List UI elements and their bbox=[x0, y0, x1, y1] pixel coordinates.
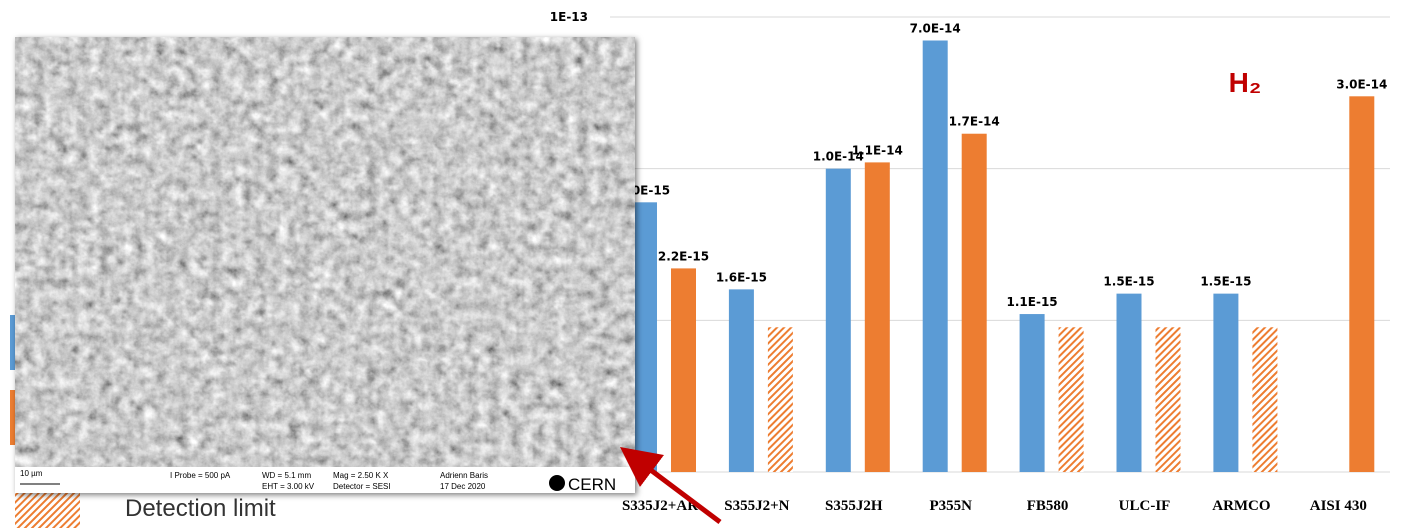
slide: 1E-161E-151E-141E-136.0E-151.6E-151.0E-1… bbox=[0, 0, 1401, 528]
logo: CERN bbox=[568, 475, 616, 494]
x-tick-label: S355J2H bbox=[825, 498, 883, 514]
value-label: 1.5E-15 bbox=[1103, 275, 1154, 289]
x-tick-label: S335J2+AR bbox=[622, 498, 698, 514]
bar bbox=[1059, 327, 1084, 472]
x-tick-label: P355N bbox=[929, 498, 972, 514]
bar bbox=[1117, 294, 1142, 472]
bar bbox=[1156, 327, 1181, 472]
x-tick-label: AISI 430 bbox=[1310, 498, 1367, 514]
y-tick-label: 1E-13 bbox=[550, 10, 588, 24]
info-bar bbox=[15, 467, 635, 493]
info: 17 Dec 2020 bbox=[440, 482, 486, 491]
value-label: 1.6E-15 bbox=[716, 270, 767, 284]
value-label: 1.1E-14 bbox=[852, 143, 903, 157]
bar bbox=[826, 169, 851, 472]
legend-label: Detection limit bbox=[125, 495, 276, 522]
value-label: 1.5E-15 bbox=[1200, 275, 1251, 289]
x-tick-label: ULC-IF bbox=[1119, 498, 1171, 514]
bar bbox=[923, 40, 948, 472]
info: EHT = 3.00 kV bbox=[262, 482, 315, 491]
info: 10 µm bbox=[20, 469, 43, 478]
bar bbox=[768, 327, 793, 472]
x-tick-label: ARMCO bbox=[1212, 498, 1270, 514]
bar bbox=[865, 162, 890, 472]
chart: 1E-161E-151E-141E-136.0E-151.6E-151.0E-1… bbox=[550, 10, 1390, 514]
info: WD = 5.1 mm bbox=[262, 471, 311, 480]
bar bbox=[632, 202, 657, 472]
bar bbox=[1213, 294, 1238, 472]
info: I Probe = 500 pA bbox=[170, 471, 231, 480]
bar bbox=[1252, 327, 1277, 472]
page: 1E-161E-151E-141E-136.0E-151.6E-151.0E-1… bbox=[0, 0, 1401, 528]
info: Mag = 2.50 K X bbox=[333, 471, 389, 480]
bar bbox=[671, 268, 696, 472]
info: Adrienn Baris bbox=[440, 471, 488, 480]
value-label: 1.1E-15 bbox=[1007, 295, 1058, 309]
bar bbox=[1349, 96, 1374, 472]
value-label: 2.2E-15 bbox=[658, 249, 709, 263]
info: Detector = SESI bbox=[333, 482, 391, 491]
chart-title: H₂ bbox=[1229, 67, 1262, 98]
sem-image: 10 µm I Probe = 500 pA WD = 5.1 mm EHT =… bbox=[15, 37, 635, 494]
bar bbox=[962, 134, 987, 472]
value-label: 1.7E-14 bbox=[949, 115, 1000, 129]
value-label: 3.0E-14 bbox=[1336, 77, 1387, 91]
x-tick-label: FB580 bbox=[1027, 498, 1069, 514]
x-tick-label: S355J2+N bbox=[724, 498, 789, 514]
bar bbox=[1020, 314, 1045, 472]
bar bbox=[729, 289, 754, 472]
value-label: 7.0E-14 bbox=[910, 21, 961, 35]
micrograph bbox=[15, 37, 635, 467]
logo-mark bbox=[549, 475, 565, 491]
